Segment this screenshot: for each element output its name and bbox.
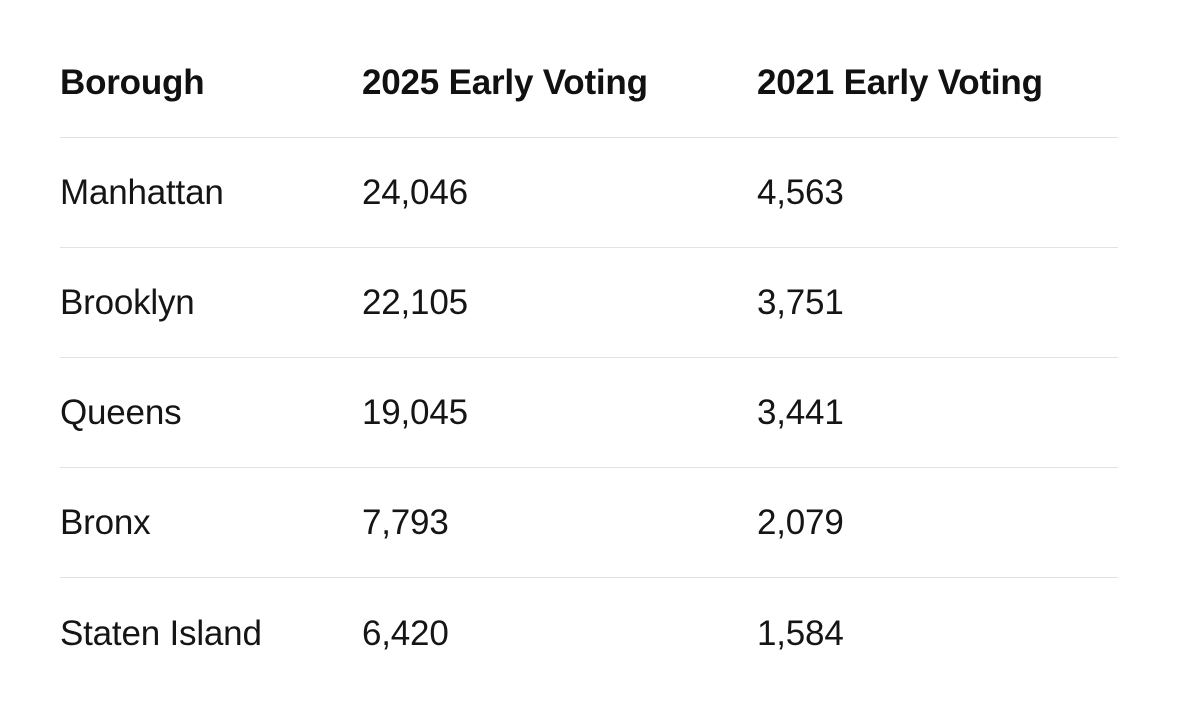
borough-name: Staten Island bbox=[60, 613, 262, 653]
column-header-2021-early-voting: 2021 Early Voting bbox=[757, 63, 1043, 102]
borough-name: Queens bbox=[60, 393, 182, 432]
ev-2025-value: 19,045 bbox=[362, 393, 468, 432]
ev-2021-value: 2,079 bbox=[757, 503, 844, 542]
ev-2021-value: 3,751 bbox=[757, 283, 844, 322]
table-row-queens: Queens 19,045 3,441 bbox=[60, 358, 1118, 468]
column-header-2025-early-voting: 2025 Early Voting bbox=[362, 63, 648, 102]
column-header-borough: Borough bbox=[60, 63, 205, 102]
early-voting-table: Borough 2025 Early Voting 2021 Early Vot… bbox=[60, 0, 1118, 688]
table-header-row: Borough 2025 Early Voting 2021 Early Vot… bbox=[60, 28, 1118, 138]
ev-2021-value: 1,584 bbox=[757, 613, 844, 653]
ev-2025-value: 24,046 bbox=[362, 173, 468, 212]
ev-2025-value: 6,420 bbox=[362, 613, 449, 653]
table-row-brooklyn: Brooklyn 22,105 3,751 bbox=[60, 248, 1118, 358]
ev-2025-value: 7,793 bbox=[362, 503, 449, 542]
ev-2021-value: 3,441 bbox=[757, 393, 844, 432]
borough-name: Manhattan bbox=[60, 173, 224, 212]
borough-name: Bronx bbox=[60, 503, 151, 542]
table-row-staten-island: Staten Island 6,420 1,584 bbox=[60, 578, 1118, 688]
ev-2021-value: 4,563 bbox=[757, 173, 844, 212]
table-row-bronx: Bronx 7,793 2,079 bbox=[60, 468, 1118, 578]
ev-2025-value: 22,105 bbox=[362, 283, 468, 322]
table-row-manhattan: Manhattan 24,046 4,563 bbox=[60, 138, 1118, 248]
borough-name: Brooklyn bbox=[60, 283, 195, 322]
